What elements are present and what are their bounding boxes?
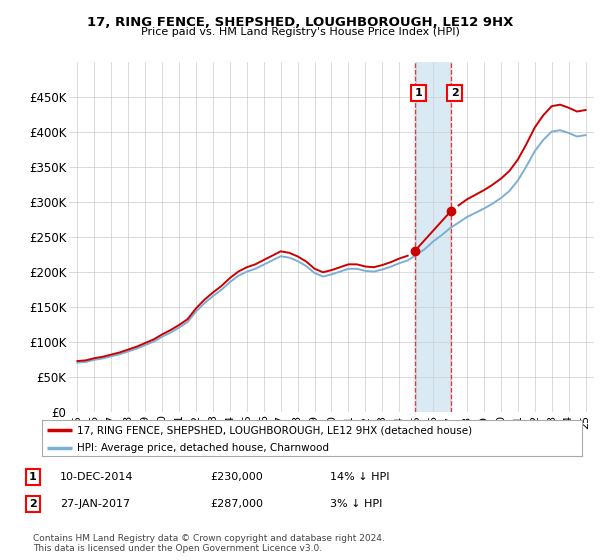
- Text: 3% ↓ HPI: 3% ↓ HPI: [330, 499, 382, 509]
- Text: Contains HM Land Registry data © Crown copyright and database right 2024.
This d: Contains HM Land Registry data © Crown c…: [33, 534, 385, 553]
- Text: 2: 2: [451, 88, 458, 98]
- Text: Price paid vs. HM Land Registry's House Price Index (HPI): Price paid vs. HM Land Registry's House …: [140, 27, 460, 37]
- Text: 1: 1: [29, 472, 37, 482]
- Text: £230,000: £230,000: [210, 472, 263, 482]
- Text: 14% ↓ HPI: 14% ↓ HPI: [330, 472, 389, 482]
- Text: 10-DEC-2014: 10-DEC-2014: [60, 472, 133, 482]
- Text: 1: 1: [415, 88, 422, 98]
- Text: HPI: Average price, detached house, Charnwood: HPI: Average price, detached house, Char…: [77, 444, 329, 454]
- Text: 27-JAN-2017: 27-JAN-2017: [60, 499, 130, 509]
- Text: £287,000: £287,000: [210, 499, 263, 509]
- Text: 2: 2: [29, 499, 37, 509]
- Bar: [415, 62, 451, 412]
- Text: 17, RING FENCE, SHEPSHED, LOUGHBOROUGH, LE12 9HX: 17, RING FENCE, SHEPSHED, LOUGHBOROUGH, …: [87, 16, 513, 29]
- Text: 17, RING FENCE, SHEPSHED, LOUGHBOROUGH, LE12 9HX (detached house): 17, RING FENCE, SHEPSHED, LOUGHBOROUGH, …: [77, 425, 472, 435]
